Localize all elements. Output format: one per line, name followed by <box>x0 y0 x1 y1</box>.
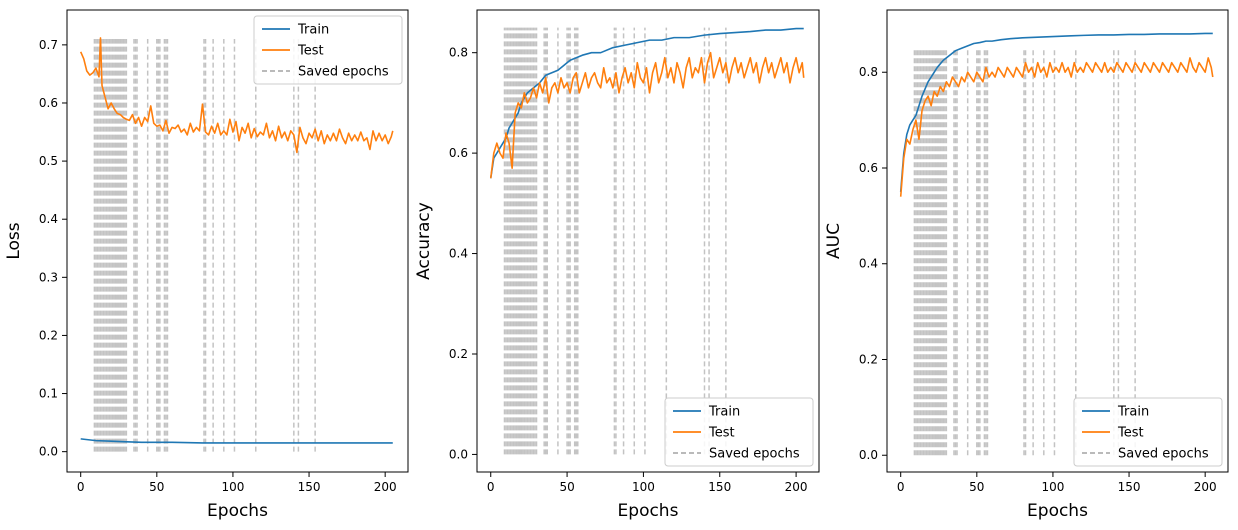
x-tick-label: 200 <box>785 480 808 494</box>
legend-box <box>664 397 814 467</box>
plot-area <box>899 32 1214 456</box>
legend-label-test: Test <box>297 44 324 59</box>
y-tick-label: 0.4 <box>449 247 468 261</box>
axes-frame <box>66 9 409 473</box>
x-tick-label: 200 <box>374 480 397 494</box>
plot-area <box>489 27 805 455</box>
x-tick-label: 150 <box>1118 480 1141 494</box>
series-line-test <box>489 51 805 179</box>
x-axis-label: Epochs <box>618 501 679 521</box>
y-tick-label: 0.0 <box>859 448 878 462</box>
y-axis-label: Loss <box>4 222 24 259</box>
x-tick-label: 150 <box>298 480 321 494</box>
y-tick-label: 0.2 <box>859 352 878 366</box>
legend-label-test: Test <box>1117 426 1144 441</box>
series-line-train <box>899 32 1213 192</box>
x-tick-label: 0 <box>77 480 85 494</box>
loss-panel: 0 50 100 150 200 0.0 0.1 0.2 0.3 0.4 0.5 0.6 0.7 Epoc… <box>4 9 409 521</box>
y-tick-label: 0.2 <box>449 347 468 361</box>
y-tick-label: 0.7 <box>39 38 58 52</box>
x-tick-label: 100 <box>221 480 244 494</box>
legend: Train Test Saved epochs <box>664 397 814 467</box>
x-tick-label: 100 <box>632 480 655 494</box>
legend-box <box>253 15 403 85</box>
axes-frame <box>886 9 1229 473</box>
y-tick-label: 0.6 <box>449 146 468 160</box>
x-tick-label: 50 <box>969 480 984 494</box>
x-tick-label: 200 <box>1194 480 1217 494</box>
legend: Train Test Saved epochs <box>1073 397 1223 467</box>
y-tick-label: 0.2 <box>39 328 58 342</box>
x-tick-label: 0 <box>897 480 905 494</box>
x-tick-label: 150 <box>708 480 731 494</box>
series-line-train <box>489 27 804 179</box>
series-line-test <box>899 57 1214 197</box>
legend-label-saved: Saved epochs <box>1118 447 1209 462</box>
x-axis-label: Epochs <box>207 501 268 521</box>
series-line-train <box>80 438 393 444</box>
y-tick-label: 0.0 <box>39 445 58 459</box>
plot-area <box>79 37 394 452</box>
x-tick-label: 100 <box>1041 480 1064 494</box>
series-line-test <box>79 37 394 154</box>
legend-label-train: Train <box>297 23 329 38</box>
axes-frame <box>476 9 820 473</box>
legend: Train Test Saved epochs <box>253 15 403 85</box>
legend-box <box>1073 397 1223 467</box>
y-tick-label: 0.1 <box>39 387 58 401</box>
x-axis-label: Epochs <box>1027 501 1088 521</box>
y-axis-label: AUC <box>824 223 844 259</box>
y-tick-label: 0.3 <box>39 270 58 284</box>
legend-label-train: Train <box>708 405 740 420</box>
x-tick-label: 0 <box>487 480 495 494</box>
legend-label-train: Train <box>1117 405 1149 420</box>
y-tick-label: 0.6 <box>39 96 58 110</box>
y-tick-label: 0.4 <box>859 257 878 271</box>
y-axis-label: Accuracy <box>414 202 434 280</box>
y-tick-label: 0.5 <box>39 154 58 168</box>
y-tick-label: 0.0 <box>449 447 468 461</box>
y-tick-label: 0.6 <box>859 161 878 175</box>
y-tick-label: 0.8 <box>449 46 468 60</box>
x-tick-label: 50 <box>149 480 164 494</box>
legend-label-test: Test <box>708 426 735 441</box>
y-tick-label: 0.8 <box>859 65 878 79</box>
accuracy-panel: 0 50 100 150 200 0.0 0.2 0.4 0.6 0.8 Epochs Accurac… <box>414 9 820 521</box>
legend-label-saved: Saved epochs <box>709 447 800 462</box>
y-tick-label: 0.4 <box>39 212 58 226</box>
x-tick-label: 50 <box>559 480 574 494</box>
legend-label-saved: Saved epochs <box>298 65 389 80</box>
auc-panel: 0 50 100 150 200 0.0 0.2 0.4 0.6 0.8 Epochs AUC Trai… <box>824 9 1229 521</box>
